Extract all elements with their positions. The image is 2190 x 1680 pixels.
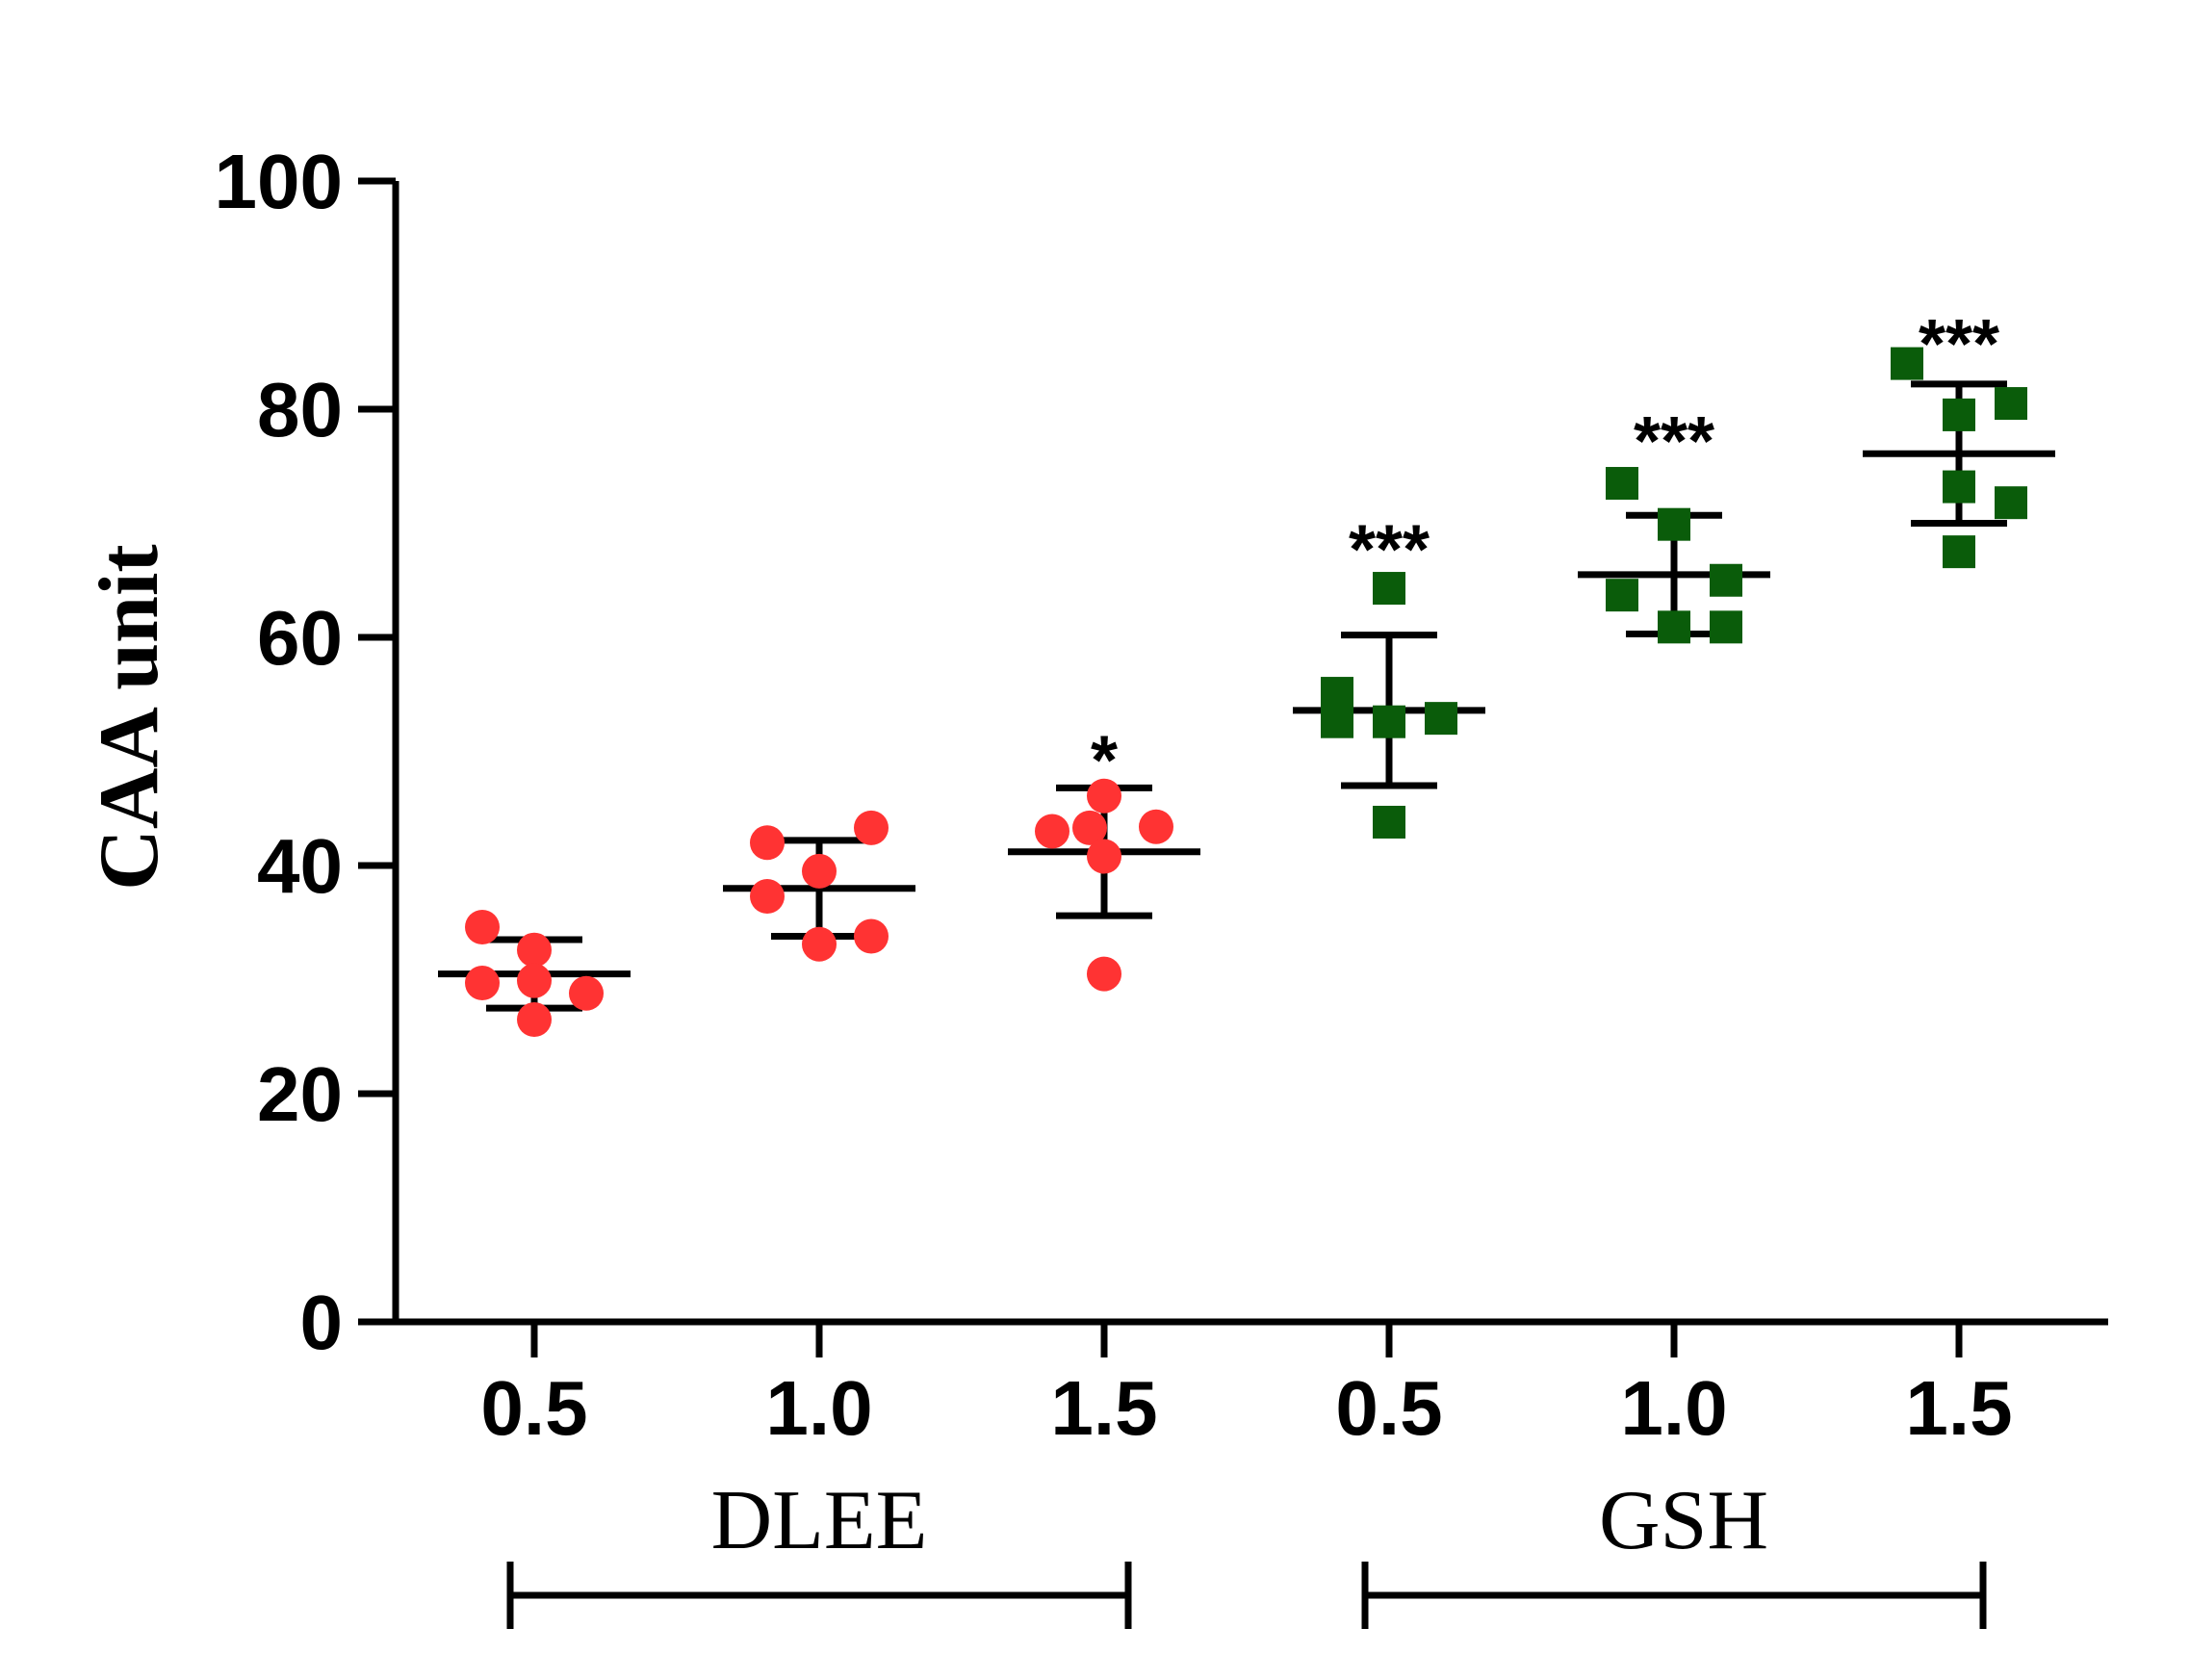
data-point — [1995, 486, 2027, 520]
significance-label: * — [1091, 723, 1118, 800]
data-points — [465, 347, 2027, 1037]
data-point — [1710, 610, 1742, 644]
y-tick-label: 80 — [257, 367, 343, 452]
data-point — [1943, 398, 1975, 431]
data-point — [517, 963, 552, 998]
x-tick-label: 1.0 — [1620, 1365, 1727, 1451]
data-point — [1891, 347, 1923, 380]
data-point — [1658, 507, 1690, 541]
data-point — [1710, 563, 1742, 597]
data-point — [802, 853, 837, 889]
data-point — [517, 932, 552, 968]
data-point — [517, 1001, 552, 1037]
significance-label: *** — [1919, 306, 1999, 383]
significance-label: *** — [1349, 511, 1430, 588]
data-point — [1321, 677, 1353, 711]
data-point — [1606, 579, 1638, 612]
x-tick-label: 1.5 — [1050, 1365, 1157, 1451]
data-point — [1035, 814, 1069, 849]
data-point — [1139, 809, 1173, 844]
data-point — [465, 966, 500, 1001]
x-tick-label: 0.5 — [480, 1365, 587, 1451]
y-axis-title: CAA unit — [83, 544, 176, 890]
group-label: DLEE — [711, 1474, 928, 1567]
x-tick-label: 1.5 — [1905, 1365, 2012, 1451]
data-point — [569, 975, 604, 1011]
data-point — [750, 825, 785, 861]
y-tick-label: 0 — [300, 1279, 344, 1365]
data-point — [465, 909, 500, 944]
x-tick-label: 0.5 — [1335, 1365, 1442, 1451]
data-point — [1373, 572, 1405, 606]
data-point — [750, 878, 785, 914]
data-point — [1373, 805, 1405, 839]
data-point — [1943, 470, 1975, 504]
data-point — [1087, 839, 1121, 874]
y-ticks: 0 20 40 60 80 100 — [215, 139, 396, 1365]
y-tick-label: 40 — [257, 823, 343, 909]
group-brackets: DLEE GSH — [506, 1474, 1987, 1629]
significance-label: *** — [1634, 403, 1714, 480]
data-point — [1995, 387, 2027, 421]
data-point — [1943, 535, 1975, 569]
x-tick-label: 1.0 — [765, 1365, 872, 1451]
significance-annotations: ********** — [1091, 306, 1999, 800]
error-bars — [438, 380, 2055, 1012]
axes — [358, 181, 2108, 1326]
data-point — [1087, 778, 1121, 814]
data-point — [1321, 705, 1353, 738]
group-label: GSH — [1599, 1474, 1768, 1567]
data-point — [854, 918, 889, 954]
x-ticks: 0.5 1.0 1.5 0.5 1.0 1.5 — [480, 1322, 2013, 1451]
data-point — [1425, 702, 1457, 736]
data-point — [1373, 705, 1405, 738]
y-tick-label: 100 — [215, 139, 343, 224]
data-point — [1072, 810, 1107, 845]
y-tick-label: 60 — [257, 595, 343, 681]
y-tick-label: 20 — [257, 1051, 343, 1137]
data-point — [1658, 610, 1690, 644]
data-point — [1087, 956, 1121, 992]
data-point — [1606, 467, 1638, 501]
data-point — [854, 810, 889, 845]
data-point — [802, 926, 837, 962]
